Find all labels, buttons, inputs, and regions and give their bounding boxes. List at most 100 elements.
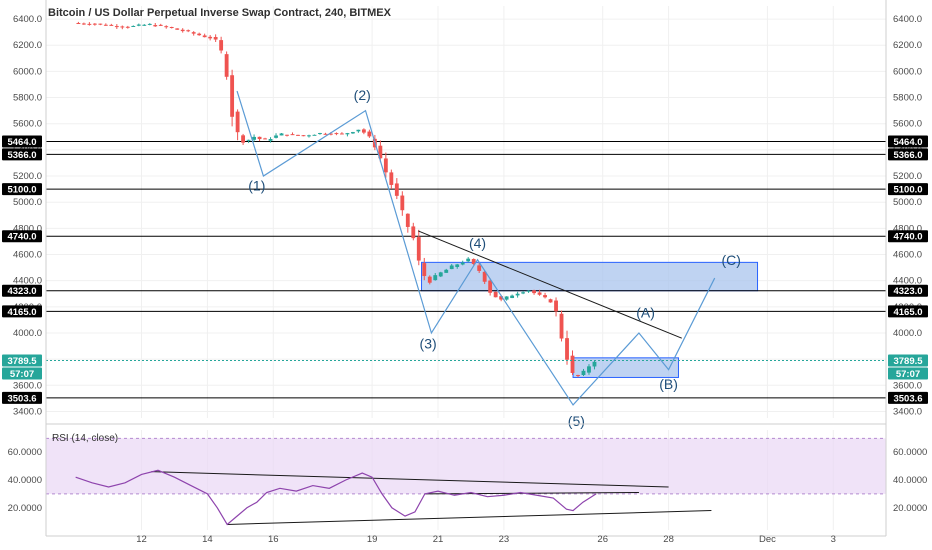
candle-up <box>526 290 531 292</box>
level-pill-left: 4165.0 <box>7 307 36 318</box>
level-pill-left: 3503.6 <box>7 393 36 404</box>
candle-up <box>252 136 256 140</box>
x-tick: 28 <box>663 534 674 545</box>
countdown-pill-left: 57:07 <box>10 369 34 380</box>
x-tick: 26 <box>597 534 608 545</box>
candle-down <box>125 26 130 28</box>
y-tick-right: 3400.0 <box>893 406 922 417</box>
candle-down <box>230 75 235 117</box>
y-tick-left: 6400.0 <box>13 14 42 25</box>
candle-down <box>422 263 427 277</box>
y-tick-left: 5600.0 <box>13 119 42 130</box>
candle-down <box>427 276 432 283</box>
current-price-pill-right-bg <box>888 354 928 367</box>
countdown-pill-left-bg <box>2 367 42 380</box>
level-pill-right-bg <box>888 284 928 297</box>
candle-down <box>570 355 575 373</box>
y-tick-right: 4400.0 <box>893 276 922 287</box>
candle-down <box>224 54 229 77</box>
candle-down <box>263 138 267 140</box>
y-tick-right: 4600.0 <box>893 250 922 261</box>
candle-up <box>581 370 586 376</box>
candle-up <box>142 24 147 26</box>
candle-down <box>202 35 207 38</box>
candle-down <box>537 292 542 295</box>
candle-up <box>587 366 591 373</box>
candle-down <box>488 280 493 293</box>
price-pills: 5464.0 5464.0 5366.0 5366.0 5100.0 5100.0 4740… <box>2 135 928 404</box>
y-tick-right: 5800.0 <box>893 93 922 104</box>
candle-down <box>175 28 180 30</box>
y-tick-right: 6400.0 <box>893 14 922 25</box>
candle-down <box>87 23 92 25</box>
candle-down <box>92 23 97 25</box>
candle-up <box>444 269 449 273</box>
candle-down <box>416 237 421 261</box>
candle-up <box>438 272 443 277</box>
y-tick-right: 6200.0 <box>893 40 922 51</box>
countdown-pill-right: 57:07 <box>896 369 920 380</box>
candle-down <box>565 338 569 360</box>
level-lines[interactable] <box>46 141 886 399</box>
rsi-series-line <box>75 469 597 526</box>
candle-down <box>120 26 125 28</box>
candle-down <box>257 136 262 140</box>
candle-down <box>378 145 383 159</box>
candle-up <box>515 293 520 296</box>
candle-up <box>356 129 361 132</box>
level-pill-left: 5100.0 <box>7 185 36 196</box>
y-tick-left: 4600.0 <box>13 250 42 261</box>
current-price-pill-left: 3789.5 <box>7 356 37 367</box>
level-pill-left: 5464.0 <box>7 137 36 148</box>
rsi-tick-left: 40.0000 <box>8 475 42 486</box>
x-tick: 3 <box>831 534 836 545</box>
candle-up <box>433 275 438 281</box>
rsi-tick-left: 20.0000 <box>8 503 42 514</box>
y-tick-left: 3600.0 <box>13 380 42 391</box>
candle-up <box>136 24 141 26</box>
wave-label: (2) <box>354 87 371 103</box>
level-pill-left: 5366.0 <box>7 150 36 161</box>
candle-down <box>98 23 103 25</box>
candle-down <box>323 133 328 135</box>
rsi-line[interactable] <box>75 469 597 526</box>
candle-up <box>504 296 509 300</box>
candles[interactable] <box>76 21 597 378</box>
wave-label: (5) <box>568 413 585 429</box>
candle-down <box>103 24 108 26</box>
y-tick-right: 5200.0 <box>893 171 922 182</box>
wave-path[interactable] <box>236 90 716 406</box>
candle-up <box>147 23 152 25</box>
candle-up <box>345 133 350 135</box>
level-pill-right: 4740.0 <box>893 232 922 243</box>
chart-title: Bitcoin / US Dollar Perpetual Inverse Sw… <box>48 7 392 19</box>
candle-up <box>246 139 251 141</box>
candle-down <box>499 296 504 300</box>
candle-up <box>350 132 355 134</box>
candle-down <box>405 213 410 227</box>
y-tick-right: 5600.0 <box>893 119 922 130</box>
candle-down <box>186 30 191 32</box>
y-tick-left: 6200.0 <box>13 40 42 51</box>
candle-down <box>158 24 163 26</box>
x-tick: 21 <box>433 534 444 545</box>
candle-up <box>307 135 311 137</box>
elliott-wave-line <box>236 90 716 406</box>
rsi-band <box>46 437 886 495</box>
candle-down <box>361 129 366 133</box>
candle-up <box>510 295 515 299</box>
candle-down <box>548 299 553 303</box>
zones[interactable] <box>421 261 759 378</box>
level-pill-right-bg <box>888 391 928 404</box>
candle-down <box>241 135 246 143</box>
y-tick-left: 3400.0 <box>13 406 42 417</box>
price-zone <box>421 261 759 292</box>
candle-down <box>285 134 289 136</box>
candle-down <box>482 271 487 282</box>
candle-up <box>274 135 278 138</box>
candle-up <box>592 361 597 367</box>
candle-down <box>219 40 224 51</box>
wave-labels: (1) (2) (3) (4) (5) (A) (B) (C) <box>248 87 741 429</box>
candle-down <box>191 32 196 34</box>
